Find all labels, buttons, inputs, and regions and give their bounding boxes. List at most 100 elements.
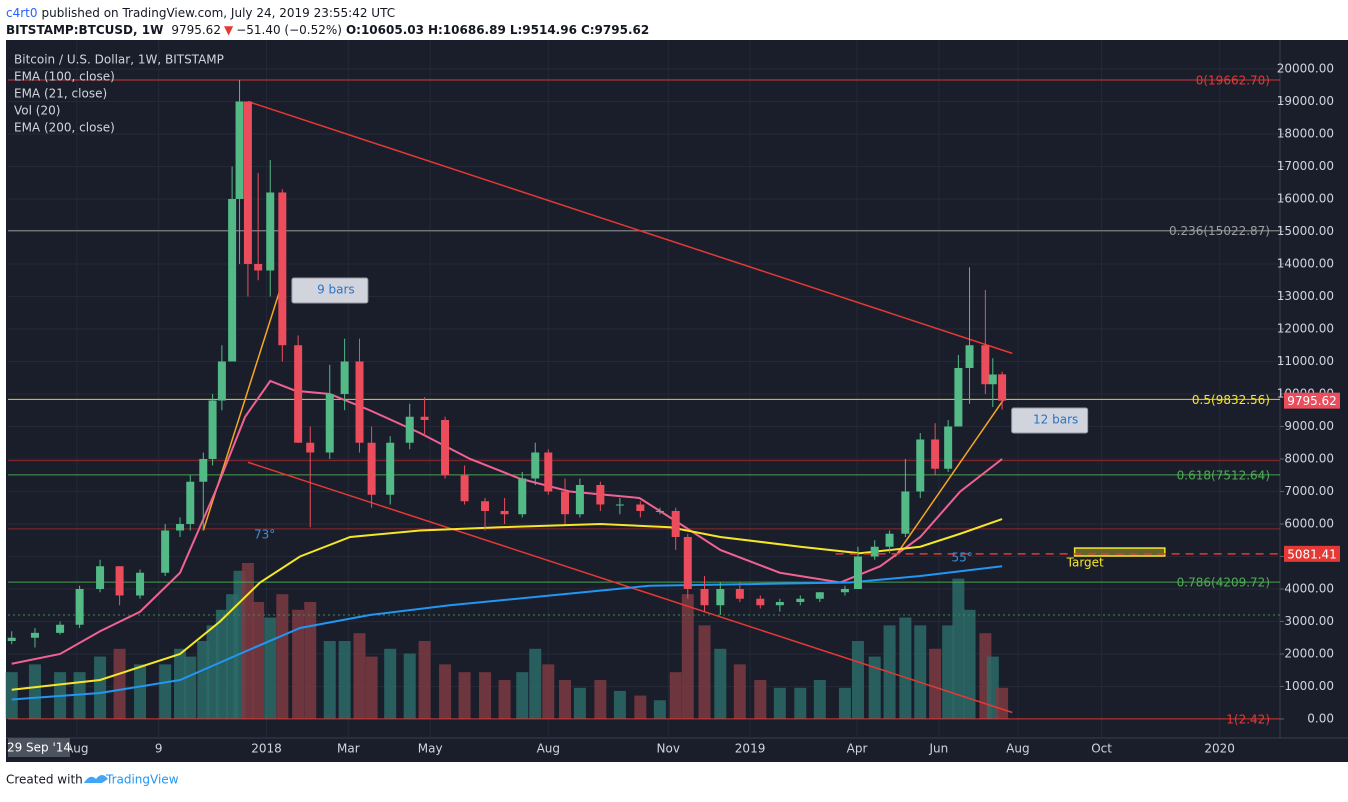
annotation: 9 bars [317, 282, 355, 296]
volume-bar [838, 687, 851, 719]
y-tick-label: 12000.00 [1277, 321, 1334, 335]
volume-bar [5, 672, 18, 719]
candle-body [655, 510, 664, 512]
candle-body [796, 598, 805, 602]
volume-bar [498, 679, 511, 719]
last: 9795.62 [171, 23, 221, 37]
y-tick-label: 0.00 [1307, 711, 1334, 725]
y-tick-label: 11000.00 [1277, 354, 1334, 368]
candle-body [186, 481, 195, 524]
candle-body [96, 566, 105, 589]
annotation-box [291, 277, 369, 304]
volume-bar [669, 672, 682, 719]
candle-body [531, 452, 540, 479]
y-tick-label: 15000.00 [1277, 224, 1334, 238]
fib-label: 0.786(4209.72) [1177, 576, 1270, 590]
candle-body [325, 393, 334, 453]
ohlc-low: L:9514.96 [510, 23, 577, 37]
volume-bar [439, 664, 452, 719]
candle-body [998, 374, 1007, 401]
price-label-bg [1284, 392, 1340, 409]
price-label: 9795.62 [1287, 394, 1337, 408]
candle-body [716, 588, 725, 606]
y-tick-label: 14000.00 [1277, 256, 1334, 270]
chart-title: Bitcoin / U.S. Dollar, 1W, BITSTAMP [14, 53, 224, 67]
logo [84, 775, 108, 783]
volume-bar [851, 640, 864, 719]
candle-body [853, 556, 862, 589]
ohlc-close: C:9795.62 [581, 23, 649, 37]
candle-body [885, 533, 894, 547]
crosshair-date: 29 Sep '14 [7, 741, 71, 755]
indicator-label: EMA (21, close) [14, 87, 107, 101]
indicator-label: EMA (100, close) [14, 70, 115, 84]
fib-label: 0.236(15022.87) [1169, 224, 1270, 238]
candle-body [56, 624, 65, 633]
candle-body [235, 101, 244, 199]
y-tick-label: 18000.00 [1277, 126, 1334, 140]
volume-bar [963, 609, 976, 719]
volume-bar [813, 679, 826, 719]
candle-body [294, 345, 303, 443]
candle-body [460, 475, 469, 502]
plot: 0.001000.002000.003000.004000.005000.006… [5, 40, 1340, 757]
volume-bar [698, 625, 711, 719]
y-tick-label: 16000.00 [1277, 191, 1334, 205]
candle-body [615, 504, 624, 506]
x-tick-label: Apr [847, 742, 868, 756]
volume-bar [338, 640, 351, 719]
volume-bar [241, 562, 254, 719]
volume-bar [914, 625, 927, 719]
volume-bar [403, 653, 416, 719]
user[interactable]: c4rt0 [6, 6, 38, 20]
volume-bar [952, 578, 965, 719]
candle-body [176, 523, 185, 531]
footer-created: Created with [6, 773, 83, 787]
volume-bar [899, 617, 912, 719]
crosshair-bg [8, 738, 70, 757]
volume-bar [73, 672, 86, 719]
ohlc-high: H:10686.89 [428, 23, 506, 37]
ema-line [11, 518, 1003, 691]
candle-body [386, 442, 395, 495]
candle-body [115, 566, 124, 596]
candle-body [7, 637, 16, 641]
volume-bar [384, 648, 397, 719]
candle-body [815, 592, 824, 599]
footer-brand[interactable]: TradingView [105, 773, 179, 787]
y-tick-label: 2000.00 [1284, 646, 1334, 660]
candle-body [561, 491, 570, 515]
candle-body [208, 400, 217, 459]
header-line-2: BITSTAMP:BTCUSD, 1W 9795.62 ▼ −51.40 (−0.52… [6, 23, 649, 37]
symbol: BITSTAMP:BTCUSD, 1W [6, 23, 163, 37]
x-tick-label: 2020 [1204, 742, 1235, 756]
candle-body [405, 416, 414, 443]
volume-bar [559, 679, 572, 719]
candle-body [735, 588, 744, 599]
candle-body [931, 439, 940, 469]
candle-body [840, 588, 849, 593]
fib-label: 0(19662.70) [1196, 73, 1270, 87]
candle-body [988, 374, 997, 385]
y-tick-label: 7000.00 [1284, 484, 1334, 498]
y-tick-label: 20000.00 [1277, 61, 1334, 75]
candle-body [266, 192, 275, 271]
x-tick-label: Oct [1091, 742, 1112, 756]
volume-bar [714, 648, 727, 719]
candle-body [596, 484, 605, 505]
candle-body [901, 491, 910, 534]
candle-body [518, 478, 527, 515]
candle-body [775, 601, 784, 606]
volume-bar [418, 640, 431, 719]
candle-body [75, 588, 84, 625]
volume-bar [276, 594, 289, 719]
candle-body [954, 367, 963, 427]
volume-bar [215, 609, 228, 719]
y-tick-label: 4000.00 [1284, 581, 1334, 595]
volume-bar [458, 672, 471, 719]
x-tick-label: 9 [155, 742, 163, 756]
volume-bar [613, 690, 626, 719]
volume-bar [529, 648, 542, 719]
candle-body [30, 632, 39, 638]
volume-bar [353, 633, 366, 719]
